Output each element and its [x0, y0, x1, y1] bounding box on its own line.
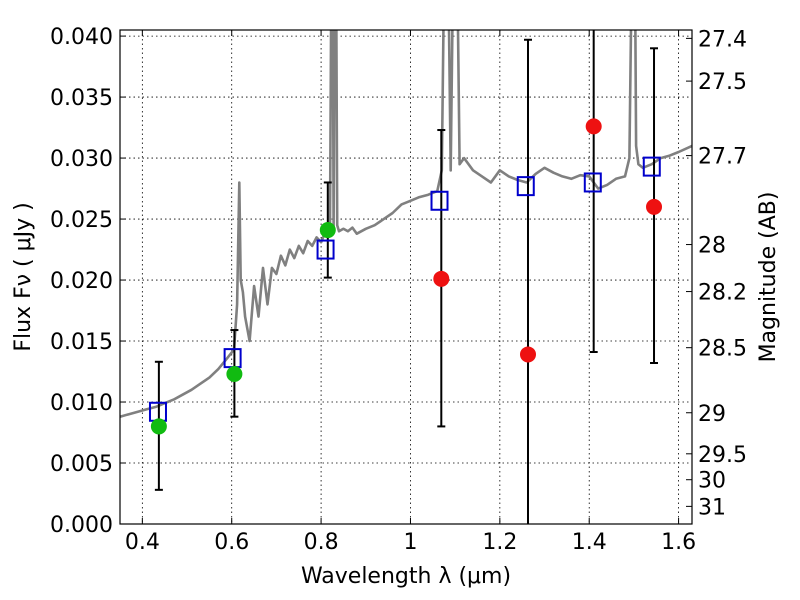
spectrum-line — [120, 30, 692, 418]
model-square-marker — [516, 176, 535, 197]
y2-tick-label: 28.5 — [698, 337, 747, 362]
x-tick-label: 1 — [403, 530, 417, 555]
y-tick-label: 0.030 — [50, 147, 113, 172]
model-square-marker — [642, 156, 661, 177]
y2-axis-label: Magnitude (AB) — [756, 192, 781, 363]
observed-point-marker — [585, 118, 602, 135]
y-tick-label: 0.040 — [50, 25, 113, 50]
model-square-marker — [316, 239, 335, 260]
y-axis-label: Flux Fν ( μJy ) — [11, 202, 36, 351]
y2-tick-label: 29.5 — [698, 443, 747, 468]
observed-point-marker — [150, 418, 167, 435]
y2-tick-label: 28 — [698, 234, 726, 259]
y2-tick-label: 27.4 — [698, 27, 747, 52]
x-axis-label: Wavelength λ (μm) — [301, 564, 511, 589]
x-tick-label: 1.4 — [572, 530, 607, 555]
y2-tick-label: 30 — [698, 469, 726, 494]
axis-ticks: 0.4 0.6 0.8 1 1.2 1.4 1.6 0.000 0.005 0.010 0.015 0… — [50, 25, 747, 555]
y2-tick-label: 29 — [698, 402, 726, 427]
plot-area — [120, 30, 692, 524]
model-square-marker — [430, 190, 449, 211]
observed-point-marker — [646, 198, 663, 215]
y-tick-label: 0.025 — [50, 208, 113, 233]
y2-tick-label: 31 — [698, 495, 726, 520]
observed-point-marker — [226, 365, 243, 382]
x-tick-label: 0.8 — [304, 530, 339, 555]
y-tick-label: 0.020 — [50, 269, 113, 294]
observed-point-marker — [319, 222, 336, 239]
y-tick-label: 0.005 — [50, 452, 113, 477]
observed-point-marker — [433, 270, 450, 287]
x-tick-label: 0.6 — [214, 530, 249, 555]
y-tick-label: 0.035 — [50, 86, 113, 111]
y-tick-label: 0.000 — [50, 513, 113, 538]
plot-frame — [119, 29, 693, 525]
y2-tick-label: 28.2 — [698, 281, 747, 306]
y2-tick-label: 27.7 — [698, 145, 747, 170]
y-tick-label: 0.010 — [50, 391, 113, 416]
y-tick-label: 0.015 — [50, 330, 113, 355]
observed-point-marker — [519, 346, 536, 363]
y2-tick-label: 27.5 — [698, 70, 747, 95]
model-square-marker — [583, 172, 602, 193]
x-tick-label: 1.2 — [482, 530, 517, 555]
grid — [120, 30, 692, 525]
x-tick-label: 1.6 — [661, 530, 696, 555]
x-tick-label: 0.4 — [125, 530, 160, 555]
